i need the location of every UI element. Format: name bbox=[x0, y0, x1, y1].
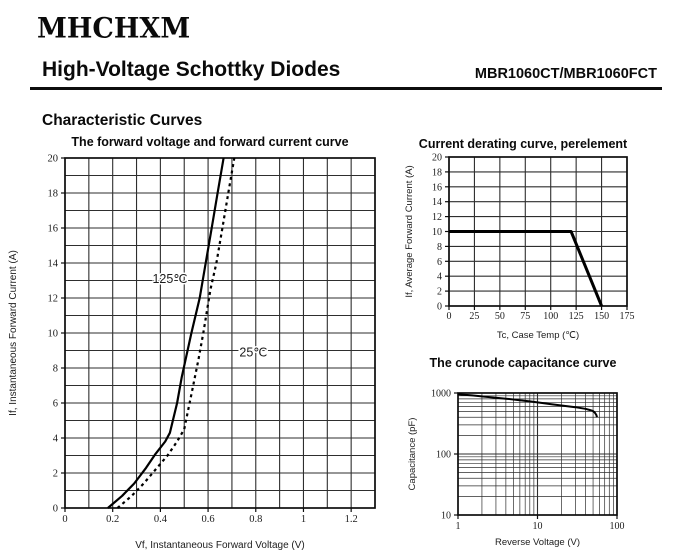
svg-text:10: 10 bbox=[533, 521, 543, 532]
svg-text:0.6: 0.6 bbox=[202, 514, 215, 525]
svg-text:6: 6 bbox=[53, 399, 58, 410]
svg-text:1.2: 1.2 bbox=[345, 514, 358, 525]
svg-text:10: 10 bbox=[432, 227, 442, 238]
svg-text:18: 18 bbox=[432, 167, 442, 178]
y-axis-ticks: 0 2 4 6 8 10 12 14 16 18 20 bbox=[48, 154, 65, 515]
curve-capacitance bbox=[457, 393, 598, 418]
svg-text:6: 6 bbox=[437, 257, 442, 268]
svg-text:2: 2 bbox=[53, 469, 58, 480]
svg-text:150: 150 bbox=[594, 311, 609, 322]
forward-chart-canvas: 0 0.2 0.4 0.6 0.8 1 1.2 0 2 4 6 8 10 12 14 16 18 20 Vf, In… bbox=[8, 154, 376, 551]
svg-text:16: 16 bbox=[432, 182, 442, 193]
svg-text:25: 25 bbox=[469, 311, 479, 322]
capacitance-chart-title: The crunode capacitance curve bbox=[429, 356, 617, 370]
svg-text:0.2: 0.2 bbox=[106, 514, 119, 525]
title-underline bbox=[30, 87, 662, 90]
svg-text:12: 12 bbox=[432, 212, 442, 223]
x-axis-ticks: 0 0.2 0.4 0.6 0.8 1 1.2 bbox=[62, 508, 358, 525]
x-axis-label: Vf, Instantaneous Forward Voltage (V) bbox=[135, 540, 305, 551]
x-axis-ticks: 0 25 50 75 100 125 150 175 bbox=[447, 306, 635, 322]
curve-label: 25℃ bbox=[239, 345, 267, 359]
svg-text:75: 75 bbox=[520, 311, 530, 322]
svg-text:20: 20 bbox=[48, 154, 59, 165]
svg-text:50: 50 bbox=[495, 311, 505, 322]
part-number: MBR1060CT/MBR1060FCT bbox=[474, 66, 657, 82]
curve-label: 125℃ bbox=[152, 272, 187, 286]
svg-text:12: 12 bbox=[48, 294, 59, 305]
svg-text:1000: 1000 bbox=[431, 389, 451, 400]
x-axis-label: Tc, Case Temp (℃) bbox=[497, 330, 579, 341]
y-axis-ticks: 0 2 4 6 8 10 12 14 16 18 20 bbox=[432, 153, 449, 313]
svg-text:8: 8 bbox=[437, 242, 442, 253]
svg-text:14: 14 bbox=[432, 197, 442, 208]
grid bbox=[64, 157, 376, 509]
svg-text:10: 10 bbox=[441, 511, 451, 522]
curve-derating bbox=[449, 230, 603, 307]
x-axis-ticks: 1 10 100 bbox=[456, 515, 625, 532]
svg-text:8: 8 bbox=[53, 364, 58, 375]
svg-text:10: 10 bbox=[48, 329, 59, 340]
y-axis-label: If, Instantaneous Forward Current (A) bbox=[8, 250, 19, 416]
derating-chart-title: Current derating curve, perelement bbox=[418, 137, 628, 151]
svg-text:18: 18 bbox=[48, 189, 59, 200]
svg-text:0: 0 bbox=[53, 504, 58, 515]
y-axis-label: If, Average Forward Current (A) bbox=[404, 165, 415, 297]
capacitance-chart: 1 10 100 10 100 1000 Reverse Voltage (V) Capaci… bbox=[398, 375, 648, 557]
svg-text:100: 100 bbox=[610, 521, 625, 532]
svg-text:0: 0 bbox=[437, 302, 442, 313]
svg-text:4: 4 bbox=[53, 434, 59, 445]
y-axis-label: Capacitance (pF) bbox=[407, 418, 418, 491]
derating-chart-canvas: 0 25 50 75 100 125 150 175 0 2 4 6 8 10 12 14 16 18 20 Tc, … bbox=[404, 153, 635, 342]
svg-text:14: 14 bbox=[48, 259, 59, 270]
capacitance-chart-canvas: 1 10 100 10 100 1000 Reverse Voltage (V) Capaci… bbox=[407, 389, 625, 549]
page-title: High-Voltage Schottky Diodes bbox=[42, 58, 341, 81]
svg-text:1: 1 bbox=[456, 521, 461, 532]
curve-25 bbox=[116, 157, 236, 509]
svg-text:0: 0 bbox=[447, 311, 452, 322]
svg-text:16: 16 bbox=[48, 224, 59, 235]
svg-text:4: 4 bbox=[437, 272, 442, 283]
section-heading: Characteristic Curves bbox=[42, 112, 203, 129]
svg-text:100: 100 bbox=[543, 311, 558, 322]
y-axis-ticks: 10 100 1000 bbox=[431, 389, 458, 522]
forward-chart-title: The forward voltage and forward current … bbox=[71, 135, 349, 149]
svg-text:0.4: 0.4 bbox=[154, 514, 168, 525]
current-derating-chart: 0 25 50 75 100 125 150 175 0 2 4 6 8 10 12 14 16 18 20 Tc, … bbox=[398, 148, 648, 348]
brand-logo: MHCHXM bbox=[37, 12, 191, 45]
svg-text:2: 2 bbox=[437, 287, 442, 298]
forward-voltage-chart: 0 0.2 0.4 0.6 0.8 1 1.2 0 2 4 6 8 10 12 14 16 18 20 Vf, In… bbox=[0, 150, 400, 557]
svg-text:100: 100 bbox=[436, 450, 451, 461]
svg-text:0: 0 bbox=[62, 514, 67, 525]
svg-text:0.8: 0.8 bbox=[249, 514, 262, 525]
svg-text:125: 125 bbox=[569, 311, 584, 322]
curve-125 bbox=[107, 157, 225, 509]
svg-text:175: 175 bbox=[620, 311, 635, 322]
x-axis-label: Reverse Voltage (V) bbox=[495, 537, 580, 548]
svg-text:1: 1 bbox=[301, 514, 306, 525]
svg-text:20: 20 bbox=[432, 153, 442, 164]
